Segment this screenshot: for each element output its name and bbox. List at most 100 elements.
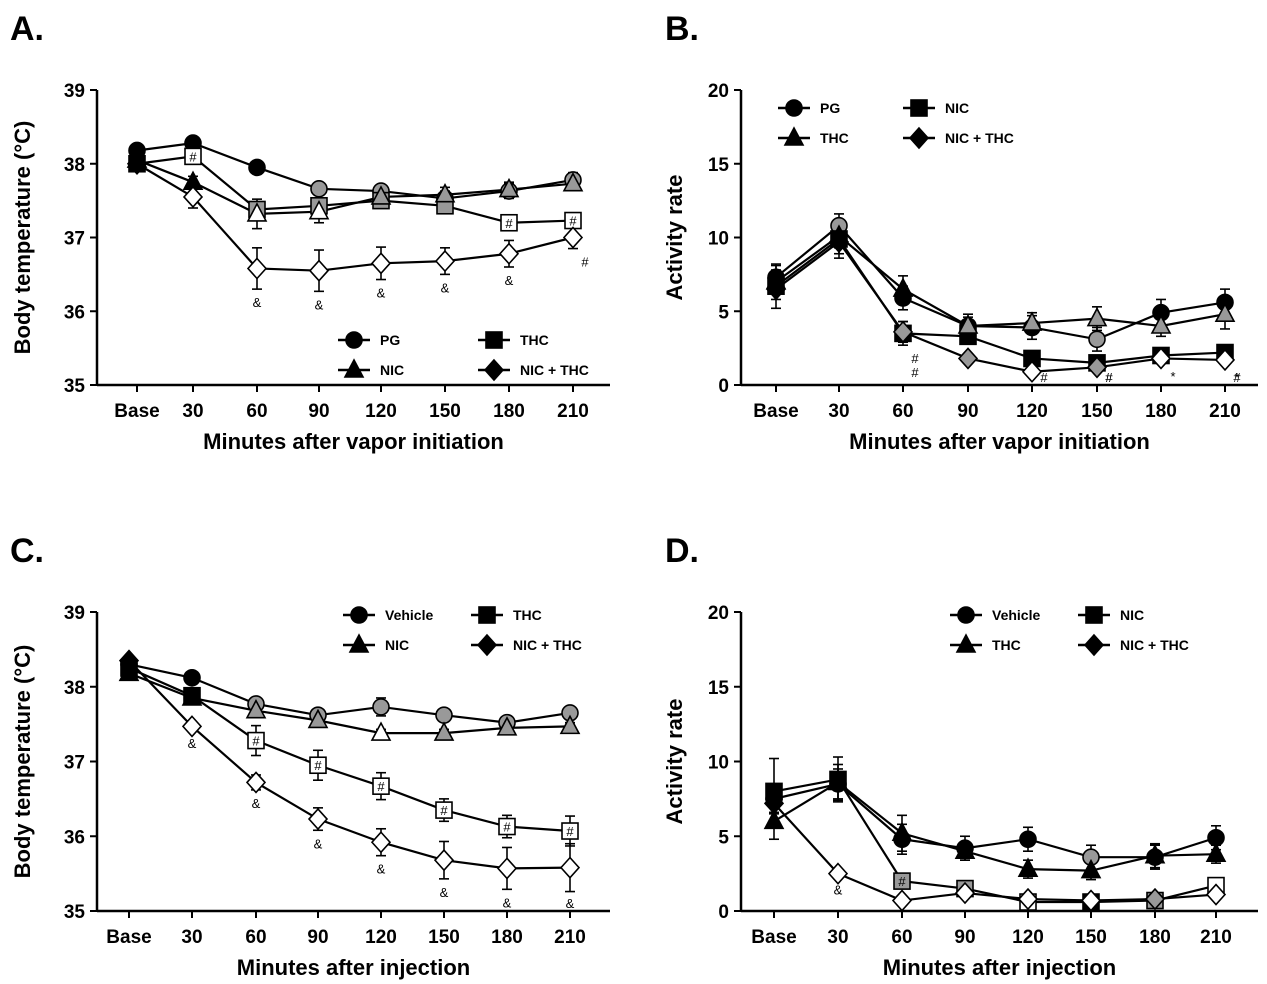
- data-point: [1088, 330, 1106, 349]
- marker-label: #: [252, 734, 260, 749]
- y-tick-label: 0: [718, 902, 729, 923]
- x-tick-label: 30: [181, 927, 202, 948]
- panel-letter: B.: [665, 10, 699, 48]
- y-tick-label: 5: [718, 302, 729, 323]
- marker-label: #: [569, 214, 577, 229]
- x-tick-label: 150: [428, 927, 460, 948]
- data-point: [1021, 360, 1043, 383]
- y-axis-title: Body temperature (°C): [10, 645, 35, 879]
- y-axis-title: Activity rate: [662, 699, 687, 825]
- data-point: [561, 822, 579, 840]
- series-line: [136, 162, 574, 272]
- legend-label: NIC: [945, 100, 969, 116]
- legend-label: PG: [380, 332, 400, 348]
- data-point: [893, 872, 911, 890]
- y-tick-label: 20: [708, 603, 729, 624]
- y-tick-label: 36: [64, 827, 85, 848]
- x-axis-title: Minutes after vapor initiation: [849, 429, 1150, 454]
- marker-label: #: [505, 216, 513, 231]
- x-tick-label: 120: [365, 401, 397, 422]
- legend-label: THC: [992, 637, 1021, 653]
- significance-label: &: [503, 895, 512, 910]
- panel-letter: A.: [10, 10, 44, 48]
- legend-item: THC: [778, 126, 849, 146]
- series-line: [773, 802, 1217, 902]
- data-point: [1144, 887, 1166, 911]
- x-tick-label: 120: [1012, 927, 1044, 948]
- legend-item: NIC + THC: [471, 633, 582, 657]
- data-point: [954, 881, 976, 905]
- legend-marker: [955, 633, 977, 653]
- data-point: [309, 756, 327, 775]
- data-point: [559, 714, 581, 735]
- significance-label: &: [377, 862, 386, 877]
- significance-label: #: [1105, 370, 1113, 385]
- legend-label: THC: [513, 607, 542, 623]
- data-point: [765, 277, 787, 301]
- data-point: [370, 252, 392, 275]
- legend-label: THC: [520, 332, 549, 348]
- data-point: [118, 661, 140, 682]
- data-point: [434, 249, 456, 273]
- x-tick-label: 90: [957, 401, 978, 422]
- data-point: [181, 686, 203, 706]
- legend-item: Vehicle: [343, 606, 433, 624]
- x-tick-label: 60: [891, 927, 912, 948]
- y-tick-label: 35: [64, 902, 86, 923]
- data-point: [246, 202, 268, 222]
- significance-label: #: [1040, 370, 1048, 385]
- data-point: [827, 862, 849, 885]
- legend-label: NIC: [385, 637, 409, 653]
- data-point: [435, 706, 453, 724]
- significance-label: &: [377, 286, 386, 301]
- series-line: [128, 659, 571, 870]
- y-tick-label: 15: [708, 155, 730, 176]
- y-tick-label: 5: [718, 827, 729, 848]
- data-point: [1214, 348, 1236, 372]
- data-point: [308, 259, 330, 282]
- legend-marker: [957, 606, 975, 624]
- data-point: [310, 180, 328, 198]
- x-tick-label: 30: [827, 927, 848, 948]
- y-axis-title: Body temperature (°C): [10, 121, 35, 355]
- data-point: [370, 721, 392, 741]
- series-line: [128, 667, 571, 833]
- marker-label: #: [440, 803, 448, 818]
- data-point: [433, 848, 455, 872]
- data-point: [245, 771, 267, 794]
- data-point: [891, 889, 913, 912]
- legend-item: THC: [950, 633, 1021, 653]
- panel-letter: C.: [10, 532, 44, 570]
- legend-marker: [785, 99, 803, 117]
- data-point: [434, 183, 456, 203]
- data-point: [248, 158, 266, 177]
- data-point: [247, 731, 265, 750]
- significance-label: &: [252, 796, 261, 811]
- x-tick-label: Base: [751, 927, 796, 948]
- y-tick-label: 15: [708, 678, 730, 699]
- legend-label: NIC + THC: [520, 362, 589, 378]
- y-tick-label: 20: [708, 81, 729, 102]
- y-tick-label: 39: [64, 603, 85, 624]
- legend-item: NIC: [338, 358, 404, 378]
- legend-marker: [483, 358, 505, 382]
- series-line: [128, 663, 571, 724]
- significance-label: #: [911, 365, 919, 380]
- data-point: [1144, 843, 1166, 864]
- x-tick-label: 210: [554, 927, 586, 948]
- data-point: [182, 185, 204, 209]
- legend-item: NIC: [343, 633, 409, 653]
- legend-item: Vehicle: [950, 606, 1040, 624]
- x-axis-title: Minutes after injection: [883, 955, 1116, 980]
- series-line: [136, 141, 574, 200]
- legend-label: NIC: [1120, 607, 1144, 623]
- panel-letter: D.: [665, 532, 699, 570]
- significance-label: &: [566, 896, 575, 911]
- significance-label: *: [1234, 370, 1239, 385]
- x-tick-label: 210: [1209, 401, 1241, 422]
- x-tick-label: 180: [491, 927, 523, 948]
- data-point: [892, 320, 914, 344]
- y-tick-label: 35: [64, 376, 86, 397]
- y-tick-label: 39: [64, 81, 85, 102]
- significance-label: &: [253, 295, 262, 310]
